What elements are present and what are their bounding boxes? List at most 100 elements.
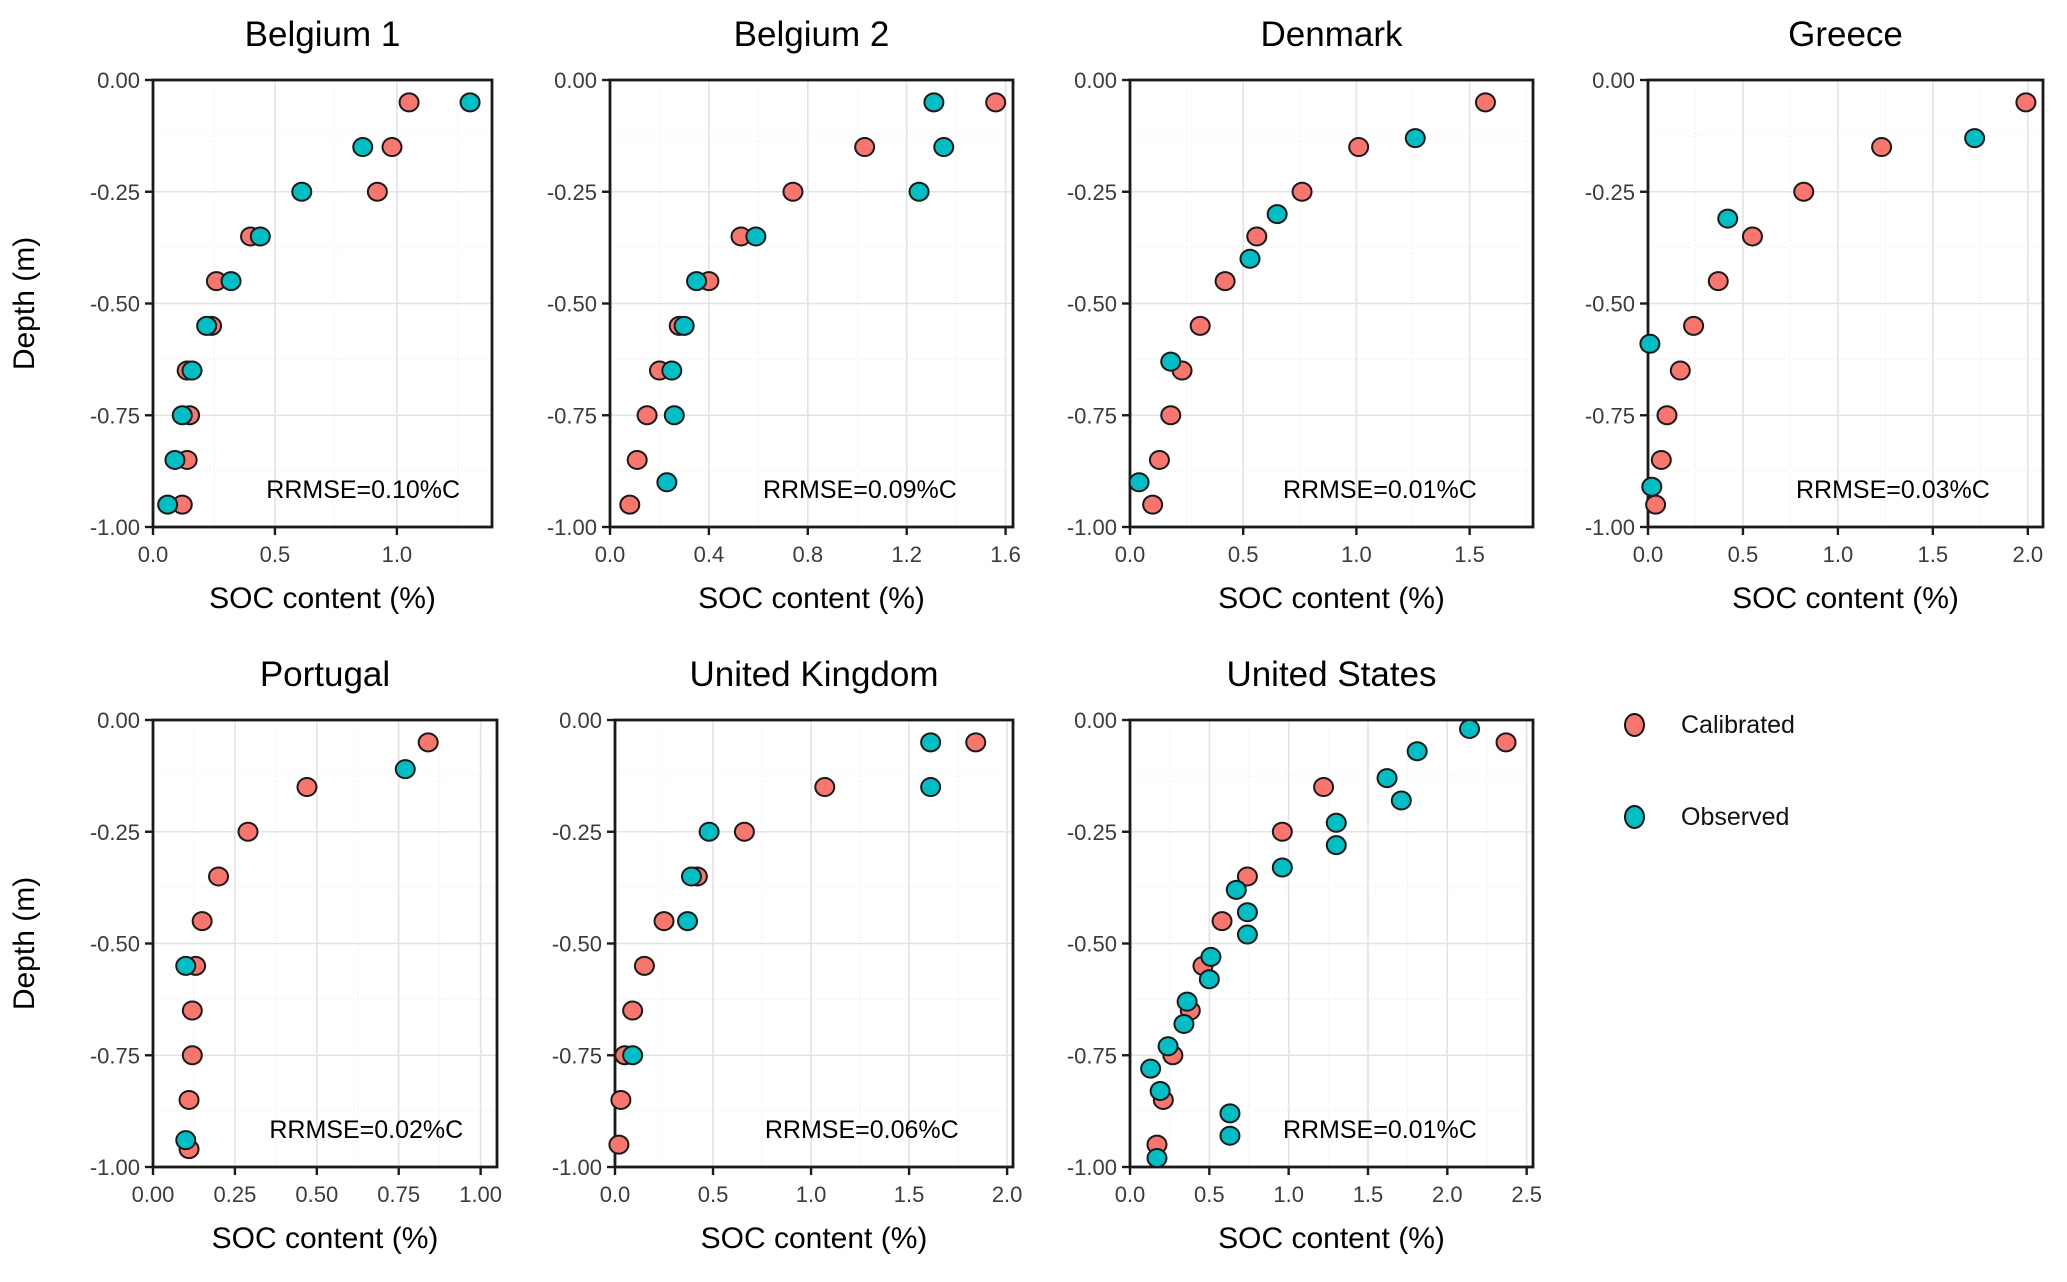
data-point-observed — [622, 1045, 644, 1066]
y-tick-label: 0.00 — [97, 708, 140, 733]
data-point-observed — [352, 137, 374, 158]
data-point-calibrated — [1271, 821, 1293, 842]
y-tick-label: 0.00 — [1074, 68, 1117, 93]
data-point-observed — [663, 405, 685, 426]
data-point-observed — [933, 137, 955, 158]
panel-title: United Kingdom — [689, 655, 938, 694]
data-point-calibrated — [1683, 315, 1705, 336]
data-point-calibrated — [1189, 315, 1211, 336]
x-tick-label: 1.00 — [459, 1182, 502, 1207]
data-point-observed — [291, 181, 313, 202]
x-tick-label: 0.25 — [213, 1182, 256, 1207]
data-point-observed — [908, 181, 930, 202]
data-point-calibrated — [619, 494, 641, 515]
x-tick-label: 1.0 — [382, 542, 413, 567]
data-point-calibrated — [1160, 405, 1182, 426]
panel-title: Greece — [1788, 15, 1903, 54]
x-tick-label: 0.5 — [1228, 542, 1259, 567]
data-point-calibrated — [633, 955, 655, 976]
data-point-calibrated — [1707, 271, 1729, 292]
data-point-calibrated — [366, 181, 388, 202]
rrmse-annotation: RRMSE=0.06%C — [765, 1116, 959, 1144]
x-tick-label: 0.0 — [138, 542, 169, 567]
observed-point-icon — [1624, 805, 1645, 829]
data-point-calibrated — [636, 405, 658, 426]
data-point-calibrated — [1495, 732, 1517, 753]
data-point-calibrated — [1211, 911, 1233, 932]
data-point-calibrated — [610, 1089, 632, 1110]
x-tick-label: 0.8 — [792, 542, 823, 567]
data-point-calibrated — [965, 732, 987, 753]
panel-title: Portugal — [260, 655, 390, 694]
calibrated-point-icon — [1624, 713, 1645, 737]
x-tick-label: 0.0 — [1115, 1182, 1146, 1207]
y-tick-label: -1.00 — [552, 1155, 602, 1180]
y-tick-label: -1.00 — [90, 1155, 140, 1180]
y-tick-label: 0.00 — [559, 708, 602, 733]
data-point-calibrated — [1871, 137, 1893, 158]
y-tick-label: 0.00 — [554, 68, 597, 93]
data-point-observed — [1176, 991, 1198, 1012]
y-tick-label: -1.00 — [1067, 1155, 1117, 1180]
x-tick-label: 1.5 — [894, 1182, 925, 1207]
data-point-calibrated — [985, 92, 1007, 113]
data-point-observed — [1964, 128, 1986, 149]
x-tick-label: 1.0 — [796, 1182, 827, 1207]
data-point-calibrated — [191, 911, 213, 932]
y-tick-label: 0.00 — [1592, 68, 1635, 93]
data-point-observed — [1236, 924, 1258, 945]
data-point-observed — [1406, 741, 1428, 762]
data-point-observed — [459, 92, 481, 113]
y-tick-label: -0.25 — [547, 180, 597, 205]
x-tick-label: 0.5 — [1728, 542, 1759, 567]
data-point-observed — [1376, 768, 1398, 789]
x-tick-label: 0.00 — [132, 1182, 175, 1207]
y-tick-label: -0.25 — [552, 820, 602, 845]
data-point-observed — [1128, 472, 1150, 493]
panel-united-kingdom: 0.0 0.5 1.0 1.5 2.0 0.00 -0.25 -0.50 -0.75 -1.00 U… — [552, 655, 1023, 1255]
data-point-observed — [175, 955, 197, 976]
x-tick-label: 2.5 — [1511, 1182, 1542, 1207]
data-point-observed — [686, 271, 708, 292]
panel-portugal: 0.00 0.25 0.50 0.75 1.00 0.00 -0.25 -0.50 -0.75 -… — [8, 655, 502, 1255]
data-point-observed — [1157, 1036, 1179, 1057]
data-point-calibrated — [1313, 777, 1335, 798]
y-axis-label: Depth (m) — [8, 877, 41, 1010]
data-point-calibrated — [208, 866, 230, 887]
data-point-observed — [181, 360, 203, 381]
x-tick-label: 0.75 — [377, 1182, 420, 1207]
x-tick-label: 0.50 — [295, 1182, 338, 1207]
data-point-calibrated — [237, 821, 259, 842]
panel-title: United States — [1226, 655, 1436, 694]
data-point-calibrated — [1793, 181, 1815, 202]
x-tick-label: 0.0 — [1115, 542, 1146, 567]
data-point-observed — [745, 226, 767, 247]
data-point-calibrated — [2015, 92, 2037, 113]
x-tick-label: 1.2 — [891, 542, 922, 567]
data-point-observed — [920, 777, 942, 798]
data-point-calibrated — [1669, 360, 1691, 381]
x-tick-label: 0.4 — [694, 542, 725, 567]
x-axis-label: SOC content (%) — [1218, 582, 1445, 615]
data-point-observed — [1239, 248, 1261, 269]
data-point-observed — [1149, 1081, 1171, 1102]
data-point-observed — [1717, 208, 1739, 229]
data-point-calibrated — [296, 777, 318, 798]
x-tick-label: 1.6 — [990, 542, 1021, 567]
data-point-calibrated — [1246, 226, 1268, 247]
data-point-observed — [164, 449, 186, 470]
legend-item-calibrated: Calibrated — [1624, 710, 1795, 740]
data-point-calibrated — [1474, 92, 1496, 113]
x-tick-label: 1.5 — [1918, 542, 1949, 567]
data-point-calibrated — [854, 137, 876, 158]
panel-denmark: 0.0 0.5 1.0 1.5 0.00 -0.25 -0.50 -0.75 -1.00 Denm… — [1067, 15, 1535, 615]
y-tick-label: -0.75 — [1585, 403, 1635, 428]
data-point-calibrated — [1214, 271, 1236, 292]
data-point-calibrated — [608, 1134, 630, 1155]
data-point-observed — [1459, 718, 1481, 739]
data-point-calibrated — [814, 777, 836, 798]
x-axis-label: SOC content (%) — [698, 582, 925, 615]
y-tick-label: -0.50 — [1585, 292, 1635, 317]
y-tick-label: -0.25 — [90, 180, 140, 205]
